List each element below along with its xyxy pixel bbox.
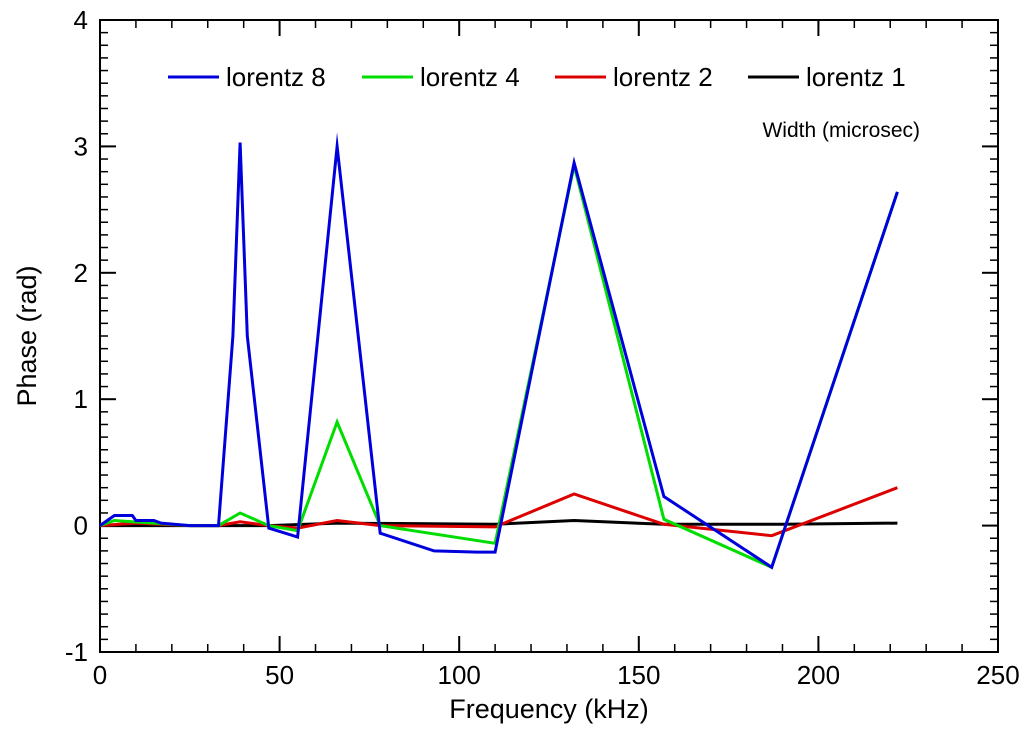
x-axis-title: Frequency (kHz) — [449, 694, 649, 724]
x-tick-label: 250 — [976, 660, 1019, 690]
y-tick-label: 4 — [74, 5, 88, 35]
x-tick-labels: 0 50 100 150 200 250 — [93, 660, 1020, 690]
legend-annotation: Width (microsec) — [762, 119, 920, 142]
series-line-lorentz-1 — [100, 518, 898, 528]
y-tick-labels: -1 0 1 2 3 4 — [65, 5, 88, 667]
series-lines — [99, 132, 899, 570]
y-tick-label: -1 — [65, 637, 88, 667]
legend: lorentz 8 lorentz 4 lorentz 2 lorentz 1 — [168, 62, 906, 92]
series-line-lorentz-4 — [99, 158, 899, 570]
plot-frame — [99, 19, 999, 653]
y-tick-label: 2 — [74, 258, 88, 288]
legend-label: lorentz 4 — [420, 62, 520, 92]
x-tick-label: 200 — [797, 660, 840, 690]
y-axis-title: Phase (rad) — [12, 265, 42, 406]
series-line-lorentz-8 — [99, 132, 899, 570]
x-tick-label: 100 — [438, 660, 481, 690]
legend-label: lorentz 1 — [806, 62, 906, 92]
x-tick-label: 0 — [93, 660, 107, 690]
legend-label: lorentz 2 — [613, 62, 713, 92]
y-tick-label: 1 — [74, 384, 88, 414]
major-ticks — [99, 19, 999, 653]
y-tick-label: 0 — [74, 511, 88, 541]
minor-ticks — [99, 19, 999, 653]
legend-label: lorentz 8 — [226, 62, 326, 92]
x-tick-label: 50 — [265, 660, 294, 690]
y-tick-label: 3 — [74, 131, 88, 161]
x-tick-label: 150 — [617, 660, 660, 690]
